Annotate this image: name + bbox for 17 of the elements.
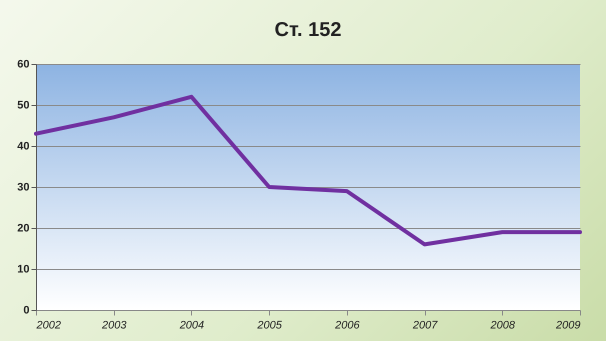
x-tick-label: 2004 [178,320,204,332]
x-tick-label: 2003 [100,320,128,332]
y-tick-label: 50 [17,100,30,112]
chart-title: Ст. 152 [274,19,342,41]
y-tick-label: 40 [17,140,30,152]
x-tick-label: 2008 [490,320,516,332]
x-tick-label: 2007 [412,320,438,332]
x-tick-label: 2006 [334,320,360,332]
x-tick-label: 2009 [555,320,580,332]
y-tick-label: 20 [17,222,30,234]
x-tick-label: 2002 [36,320,61,332]
line-series [34,94,582,246]
x-tick-label: 2005 [256,320,283,332]
y-tick-label: 10 [17,264,30,276]
y-tick-label: 60 [17,58,30,70]
y-tick-label: 30 [17,182,30,194]
y-tick-label: 0 [23,304,30,316]
